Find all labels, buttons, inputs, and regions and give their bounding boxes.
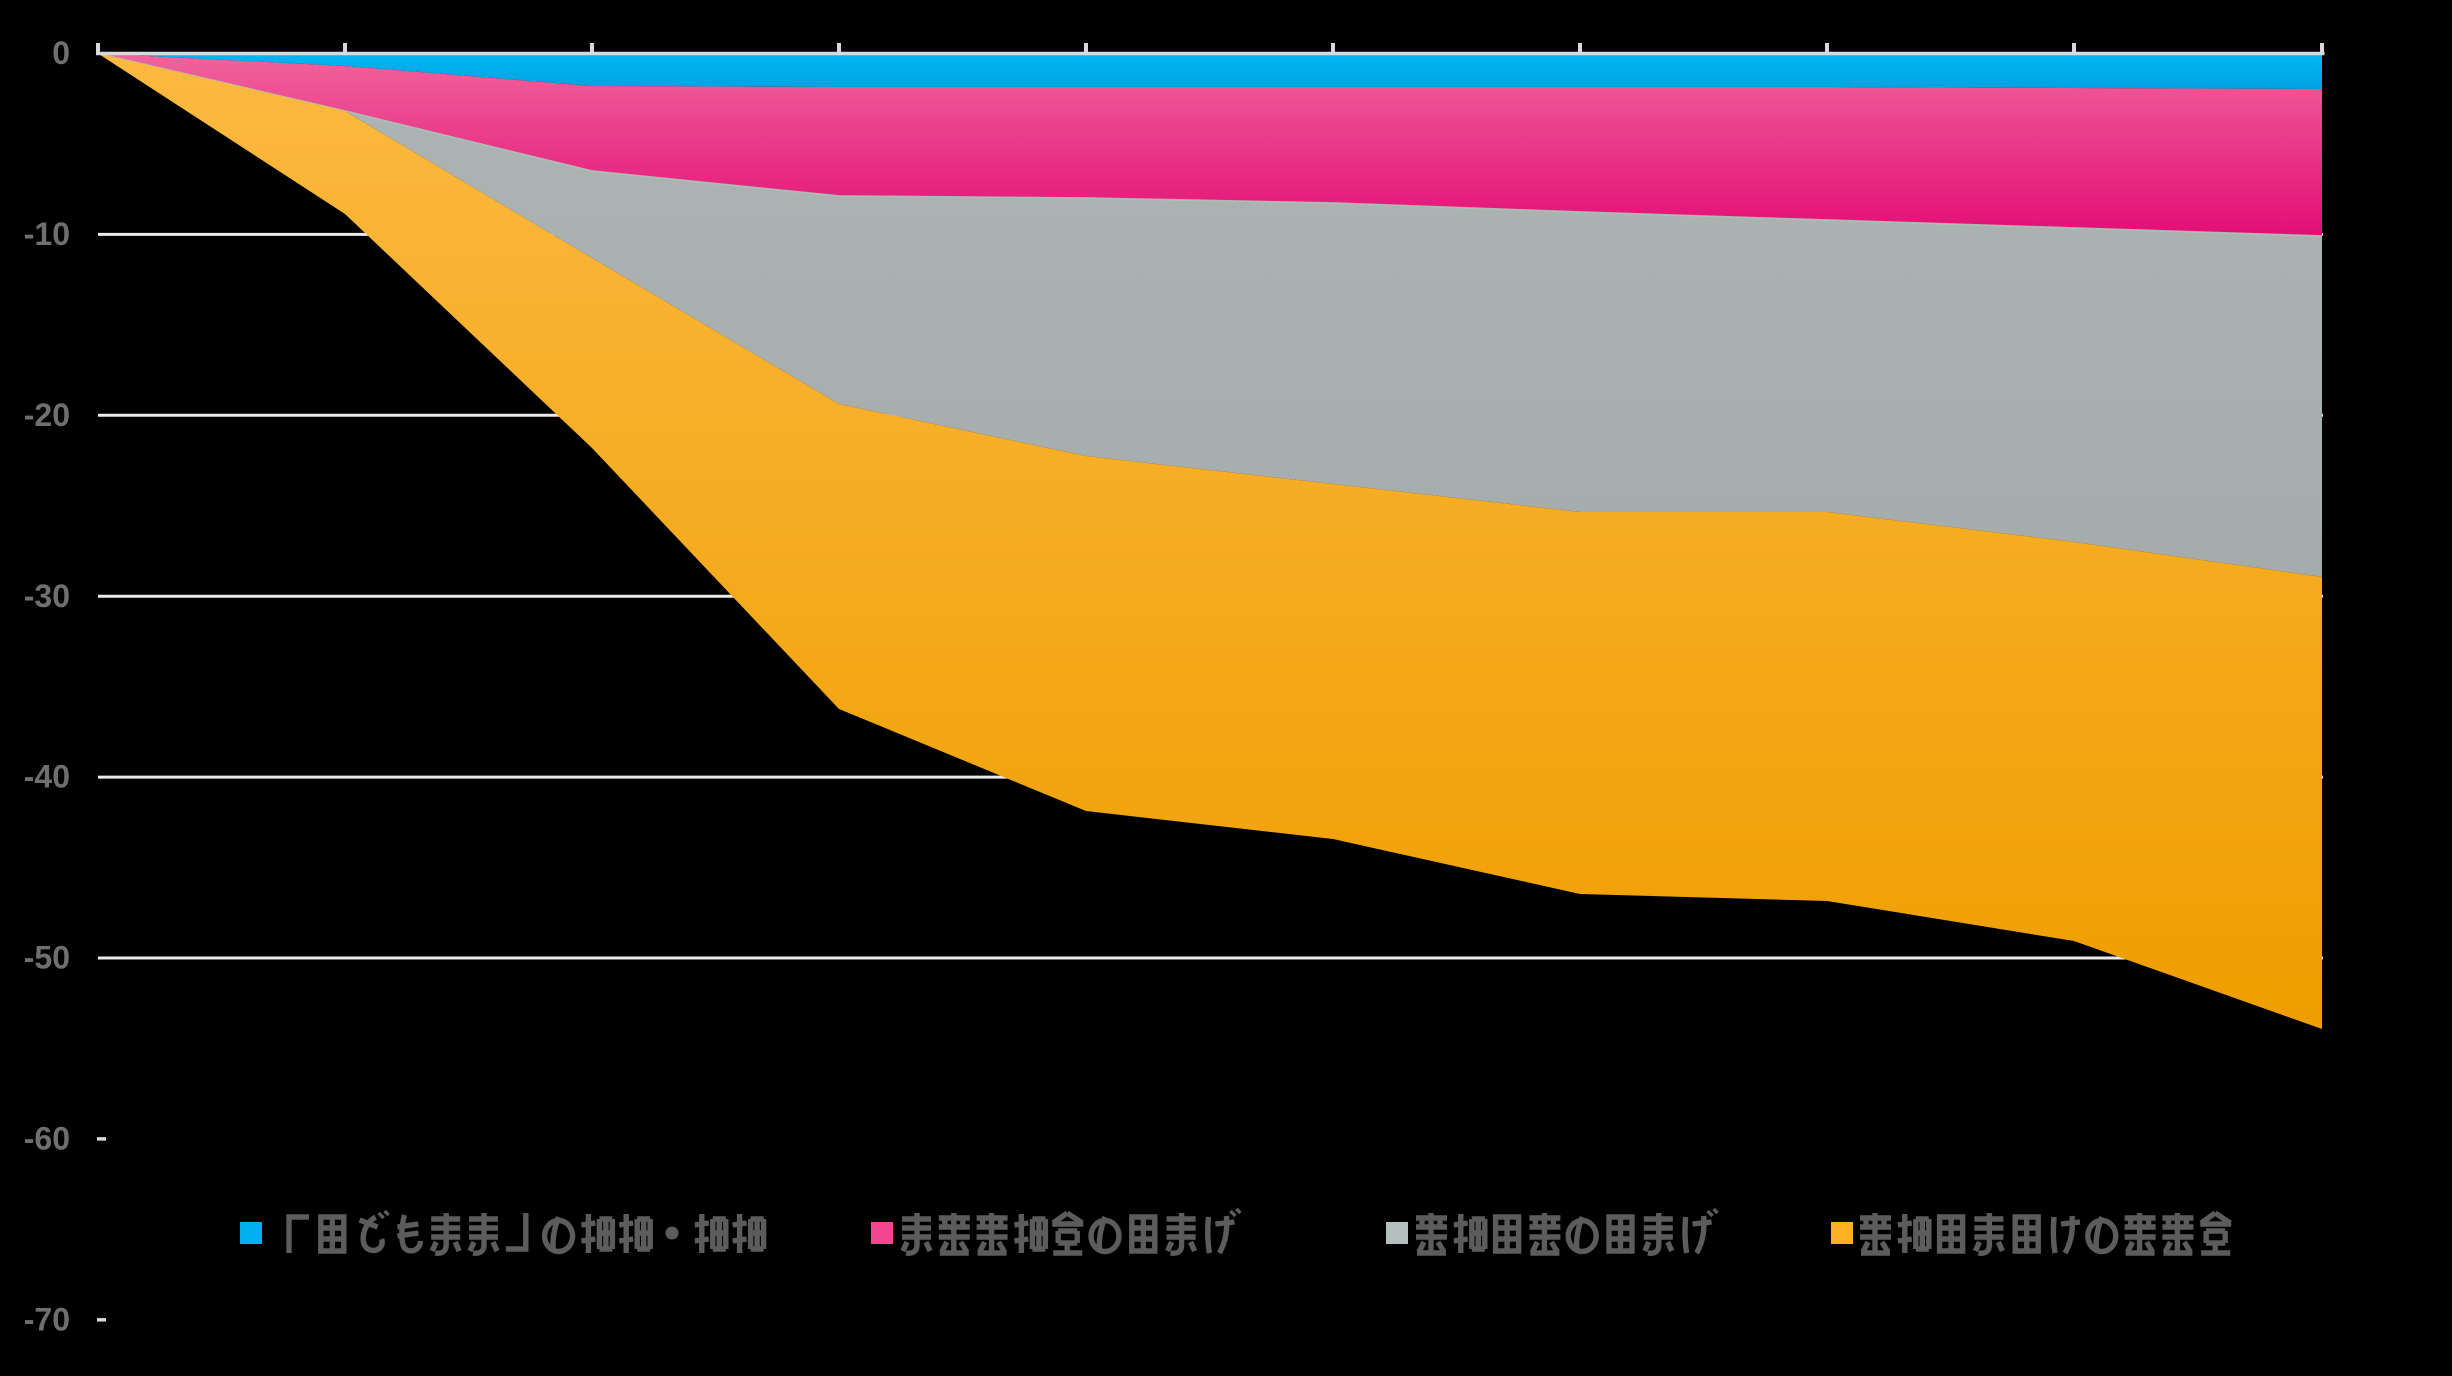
svg-text:-70: -70 — [24, 1301, 70, 1337]
svg-text:-50: -50 — [24, 940, 70, 976]
svg-text:-10: -10 — [24, 216, 70, 252]
svg-text:-40: -40 — [24, 759, 70, 795]
svg-text:0: 0 — [52, 35, 70, 71]
svg-text:-60: -60 — [24, 1121, 70, 1157]
svg-text:-20: -20 — [24, 397, 70, 433]
svg-text:-30: -30 — [24, 578, 70, 614]
